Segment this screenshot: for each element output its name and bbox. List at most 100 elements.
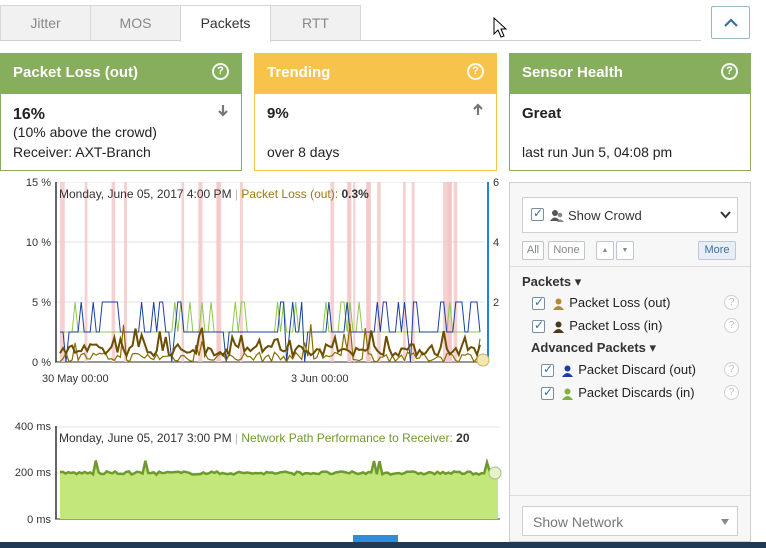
help-icon[interactable]: ? xyxy=(724,362,739,377)
y-tick-label: 0 ms xyxy=(27,514,51,526)
alert-band xyxy=(111,182,116,362)
help-icon[interactable]: ? xyxy=(724,295,739,310)
series-label: Packet Loss (out) xyxy=(569,295,671,310)
panel-divider xyxy=(510,266,750,267)
y-tick-label: 10 % xyxy=(25,237,51,249)
alert-band xyxy=(330,182,335,362)
select-all-button[interactable]: All xyxy=(522,241,544,260)
y-tick-label: 400 ms xyxy=(14,421,51,433)
caret-down-icon xyxy=(721,519,729,525)
arrow-down-icon xyxy=(218,105,228,117)
alert-band xyxy=(198,182,203,362)
tooltip-date: Monday, June 05, 2017 3:00 PM xyxy=(59,431,232,445)
series-panel: Show Crowd All None ▲ ▼ More Packets ▾ P… xyxy=(509,182,751,542)
show-crowd-checkbox[interactable] xyxy=(531,206,544,221)
packet-loss-card-title: Packet Loss (out) xyxy=(13,64,139,81)
alert-band xyxy=(447,182,452,362)
sensor-health-card-title: Sensor Health xyxy=(522,64,623,81)
alert-band xyxy=(216,182,220,362)
rtt-line xyxy=(59,457,499,477)
y2-tick-label: 2 xyxy=(493,297,500,309)
x-tick-label: 3 Jun 00:00 xyxy=(291,373,349,385)
advanced-packets-section-header[interactable]: Advanced Packets ▾ xyxy=(531,340,657,355)
select-none-button[interactable]: None xyxy=(548,241,585,260)
alert-band xyxy=(181,182,185,362)
help-icon[interactable]: ? xyxy=(724,318,739,333)
user-icon xyxy=(552,298,564,310)
mouse-cursor-icon xyxy=(493,17,507,38)
sensor-health-card-header: Sensor Health ? xyxy=(510,54,750,94)
alert-band xyxy=(239,182,243,362)
y2-tick-label: 6 xyxy=(493,177,500,189)
series-label: Packet Discard (out) xyxy=(578,362,697,377)
show-crowd-dropdown[interactable]: Show Crowd xyxy=(522,197,738,233)
help-icon[interactable]: ? xyxy=(724,385,739,400)
series-checkbox[interactable] xyxy=(541,385,554,401)
tooltip-separator: | xyxy=(234,431,239,445)
alert-band xyxy=(124,182,127,362)
rtt-area xyxy=(60,460,498,519)
scroll-thumb[interactable] xyxy=(353,535,398,542)
trending-card-title: Trending xyxy=(267,64,331,81)
tab-mos[interactable]: MOS xyxy=(90,5,181,41)
packets-section-header[interactable]: Packets ▾ xyxy=(522,274,582,289)
y2-tick-label: 4 xyxy=(493,237,500,249)
series-item-packet-loss-in[interactable]: Packet Loss (in) xyxy=(532,318,662,334)
alert-band xyxy=(403,182,406,362)
sensor-health-card: Sensor Health ? Great last run Jun 5, 04… xyxy=(509,53,751,171)
y-tick-label: 15 % xyxy=(25,177,51,189)
alert-band xyxy=(411,182,415,362)
panel-divider xyxy=(510,495,750,496)
series-checkbox[interactable] xyxy=(532,295,545,311)
trending-value: 9% xyxy=(267,105,289,122)
hover-marker xyxy=(476,353,490,367)
show-network-dropdown[interactable]: Show Network xyxy=(522,506,738,536)
user-icon xyxy=(552,321,564,333)
arrow-up-icon xyxy=(473,103,483,115)
more-button[interactable]: More xyxy=(698,241,736,260)
collapse-button[interactable] xyxy=(711,6,750,39)
bottom-scrollbar[interactable] xyxy=(0,535,766,548)
chevron-down-icon xyxy=(720,211,731,219)
chevron-up-icon xyxy=(723,18,738,27)
tab-rtt[interactable]: RTT xyxy=(270,5,361,41)
user-icon xyxy=(561,365,573,377)
series-checkbox[interactable] xyxy=(541,362,554,378)
series-item-packet-discards-in[interactable]: Packet Discards (in) xyxy=(541,385,695,401)
alert-band xyxy=(347,182,351,362)
move-up-button[interactable]: ▲ xyxy=(596,241,614,260)
alert-band xyxy=(377,182,381,362)
sensor-health-value: Great xyxy=(522,105,562,122)
series-line-packet-loss-in xyxy=(59,324,481,364)
sensor-health-last-run: last run Jun 5, 04:08 pm xyxy=(522,144,673,160)
help-icon[interactable]: ? xyxy=(212,63,229,80)
series-checkbox[interactable] xyxy=(532,318,545,334)
help-icon[interactable]: ? xyxy=(467,63,484,80)
packet-loss-value: 16% xyxy=(13,106,46,123)
metric-tabs: Jitter MOS Packets RTT xyxy=(0,5,701,42)
alert-band xyxy=(366,182,371,362)
alert-band xyxy=(84,182,88,362)
trending-detail: over 8 days xyxy=(267,144,340,160)
trending-card-header: Trending ? xyxy=(255,54,496,94)
alert-band xyxy=(443,182,448,362)
series-item-packet-loss-out[interactable]: Packet Loss (out) xyxy=(532,295,671,311)
packet-loss-receiver: Receiver: AXT-Branch xyxy=(13,144,151,160)
tab-jitter[interactable]: Jitter xyxy=(0,5,91,41)
tooltip-value: 0.3% xyxy=(341,187,369,201)
rtt-chart-tooltip: Monday, June 05, 2017 3:00 PM | Network … xyxy=(59,431,470,445)
y-tick-label: 200 ms xyxy=(14,467,51,479)
help-icon[interactable]: ? xyxy=(721,63,738,80)
move-down-button[interactable]: ▼ xyxy=(616,241,634,260)
show-crowd-label: Show Crowd xyxy=(568,208,642,223)
user-icon xyxy=(561,388,573,400)
series-item-packet-discard-out[interactable]: Packet Discard (out) xyxy=(541,362,697,378)
rtt-chart[interactable] xyxy=(55,426,505,538)
trending-card: Trending ? 9% over 8 days xyxy=(254,53,497,171)
tab-packets[interactable]: Packets xyxy=(180,5,271,42)
alert-band xyxy=(453,182,458,362)
hover-marker xyxy=(488,466,502,480)
tooltip-date: Monday, June 05, 2017 4:00 PM xyxy=(59,187,232,201)
packet-loss-card-header: Packet Loss (out) ? xyxy=(1,54,241,94)
packet-loss-chart[interactable] xyxy=(55,182,495,368)
